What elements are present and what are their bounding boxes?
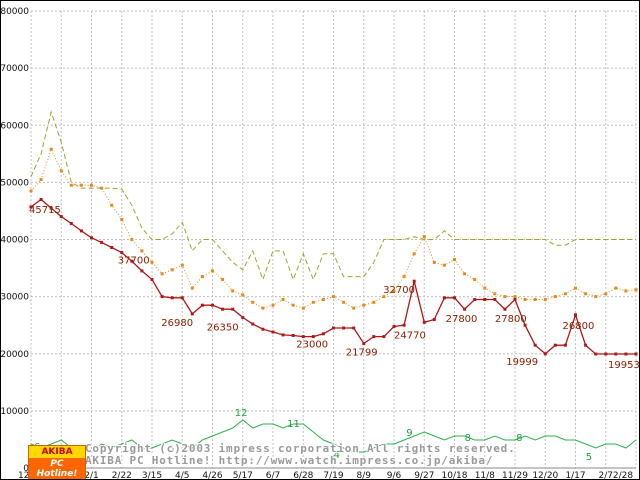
x-axis-labels: 12/141/112/12/223/154/54/265/176/76/287/…: [18, 471, 633, 480]
logo-hotline-text: PC Hotline!: [29, 458, 85, 479]
watermark-copyright: Copyright (c)2003 impress corporation Al…: [85, 442, 516, 455]
svg-text:11/29: 11/29: [502, 471, 528, 480]
watermark: Copyright (c)2003 impress corporation Al…: [85, 443, 516, 467]
svg-text:0: 0: [23, 464, 29, 474]
svg-text:70000: 70000: [1, 64, 29, 74]
svg-text:2/28: 2/28: [613, 471, 633, 480]
svg-text:6/28: 6/28: [293, 471, 313, 480]
svg-text:4/5: 4/5: [175, 471, 189, 480]
series-avg-price: [29, 147, 638, 310]
svg-text:8: 8: [465, 433, 471, 444]
akiba-pc-hotline-logo: AKIBA PC Hotline!: [28, 445, 86, 479]
svg-text:3/15: 3/15: [142, 471, 162, 480]
point-labels: 45715 37700 26980 26350 23000 21799 24770 32700…: [29, 205, 640, 465]
svg-text:40000: 40000: [1, 236, 29, 246]
svg-text:8: 8: [516, 433, 522, 444]
y-axis-labels: 0 10000 20000 30000 40000 50000 60000 70000 8000…: [1, 7, 29, 474]
svg-text:12: 12: [235, 408, 248, 419]
series-max-price: [30, 110, 636, 282]
svg-text:9/6: 9/6: [387, 471, 402, 480]
svg-text:26350: 26350: [207, 323, 239, 334]
watermark-site-url: AKIBA PC Hotline! http://www.watch.impre…: [85, 454, 494, 467]
svg-text:19999: 19999: [506, 357, 538, 368]
svg-text:9: 9: [406, 428, 412, 439]
series-min-price: [29, 198, 638, 356]
svg-text:26980: 26980: [161, 318, 193, 329]
svg-text:5/17: 5/17: [233, 471, 253, 480]
svg-text:8/9: 8/9: [357, 471, 372, 480]
svg-text:19953: 19953: [608, 360, 640, 371]
svg-text:1/17: 1/17: [565, 471, 585, 480]
svg-text:6/7: 6/7: [266, 471, 280, 480]
svg-text:37700: 37700: [118, 256, 150, 267]
svg-text:50000: 50000: [1, 178, 29, 188]
series-shop-count: [30, 419, 637, 453]
svg-text:12/20: 12/20: [532, 471, 558, 480]
svg-text:45715: 45715: [29, 205, 61, 216]
svg-text:4/26: 4/26: [202, 471, 222, 480]
svg-text:4: 4: [334, 450, 340, 461]
svg-text:7/19: 7/19: [323, 471, 343, 480]
svg-text:26800: 26800: [563, 321, 595, 332]
svg-text:27800: 27800: [446, 314, 478, 325]
svg-text:2/1: 2/1: [84, 471, 98, 480]
svg-text:60000: 60000: [1, 121, 29, 131]
svg-text:5: 5: [586, 452, 592, 463]
svg-text:23000: 23000: [296, 340, 328, 351]
logo-akiba-text: AKIBA: [29, 446, 85, 458]
svg-text:9/27: 9/27: [414, 471, 434, 480]
svg-text:21799: 21799: [346, 348, 378, 359]
svg-text:10/18: 10/18: [442, 471, 468, 480]
svg-text:32700: 32700: [383, 285, 415, 296]
svg-text:24770: 24770: [394, 331, 426, 342]
svg-text:11: 11: [287, 419, 300, 430]
svg-text:20000: 20000: [1, 350, 29, 360]
svg-text:11/8: 11/8: [475, 471, 495, 480]
svg-text:2/7: 2/7: [599, 471, 613, 480]
svg-text:30000: 30000: [1, 293, 29, 303]
svg-text:5: 5: [168, 444, 174, 455]
svg-text:10000: 10000: [1, 407, 29, 417]
svg-text:80000: 80000: [1, 7, 29, 17]
svg-text:2/22: 2/22: [112, 471, 132, 480]
svg-text:27800: 27800: [495, 314, 527, 325]
